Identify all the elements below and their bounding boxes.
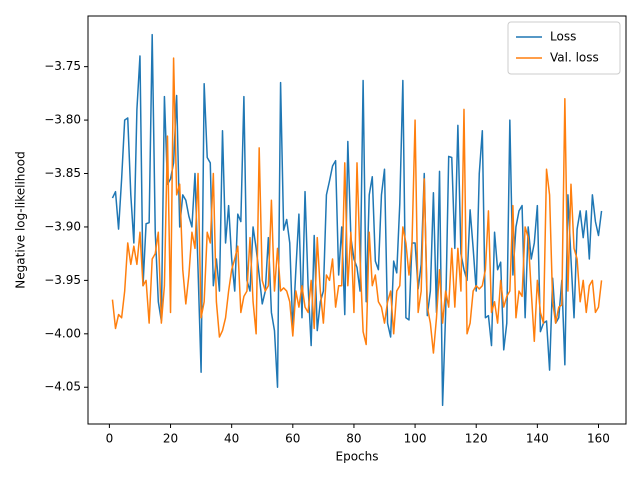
axes-frame <box>87 15 627 425</box>
y-tick-label: −3.85 <box>44 166 81 180</box>
data-line <box>111 57 603 354</box>
data-line <box>111 33 603 407</box>
y-tick-label: −3.75 <box>44 59 81 73</box>
x-axis-label: Epochs <box>336 450 379 464</box>
y-tick-label: −4.00 <box>44 326 81 340</box>
legend-label: Val. loss <box>550 51 599 65</box>
x-tick-label: 120 <box>465 432 488 446</box>
legend-label: Loss <box>550 30 576 44</box>
y-tick-label: −3.95 <box>44 273 81 287</box>
x-tick-label: 80 <box>346 432 361 446</box>
x-tick-label: 140 <box>526 432 549 446</box>
x-tick-label: 60 <box>285 432 300 446</box>
y-tick-label: −3.90 <box>44 219 81 233</box>
y-tick-label: −4.05 <box>44 380 81 394</box>
legend-box <box>507 21 621 75</box>
x-tick-label: 160 <box>587 432 610 446</box>
x-tick-label: 100 <box>404 432 427 446</box>
x-tick-label: 20 <box>163 432 178 446</box>
x-tick-label: 0 <box>106 432 114 446</box>
y-tick-label: −3.80 <box>44 113 81 127</box>
x-tick-label: 40 <box>224 432 239 446</box>
y-axis-label: Negative log-likelihood <box>14 151 28 288</box>
